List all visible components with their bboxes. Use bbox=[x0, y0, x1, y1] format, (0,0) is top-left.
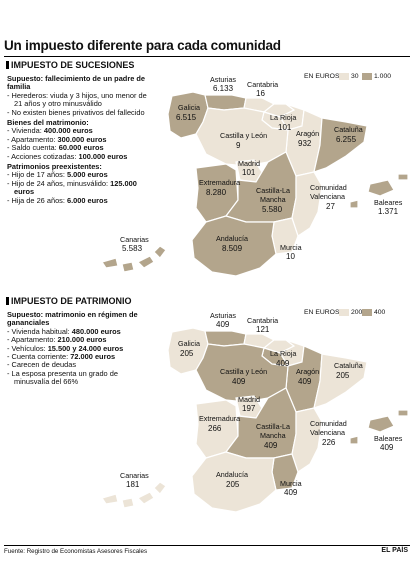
map-region-asturias bbox=[205, 331, 246, 346]
source-note: Fuente: Registro de Economistas Asesores… bbox=[4, 548, 147, 555]
value-extremadura: 266 bbox=[208, 424, 222, 433]
value-rioja: 409 bbox=[276, 359, 290, 368]
map-region-baleares-mallorca bbox=[368, 416, 394, 432]
map-region-canarias-2 bbox=[122, 498, 134, 508]
value-andalucia: 205 bbox=[226, 480, 240, 489]
value-canarias: 181 bbox=[126, 480, 140, 489]
label-rioja: La Rioja bbox=[270, 349, 296, 358]
brand-logo: EL PAÍS bbox=[381, 547, 408, 554]
value-cataluna: 205 bbox=[336, 371, 350, 380]
label-castilla-leon: Castilla y León bbox=[220, 367, 267, 376]
value-murcia: 409 bbox=[284, 488, 298, 497]
map-region-baleares-ibiza bbox=[350, 436, 358, 444]
map-region-valencia bbox=[292, 408, 322, 472]
footer-rule bbox=[4, 545, 410, 546]
value-madrid: 197 bbox=[242, 404, 256, 413]
label-madrid: Madrid bbox=[238, 395, 260, 404]
label-extremadura: Extremadura bbox=[199, 414, 240, 423]
value-cantabria: 121 bbox=[256, 325, 270, 334]
value-baleares: 409 bbox=[380, 443, 394, 452]
value-aragon: 409 bbox=[298, 377, 312, 386]
label-valencia-1: Comunidad bbox=[310, 419, 347, 428]
value-galicia: 205 bbox=[180, 349, 194, 358]
label-valencia-2: Valenciana bbox=[310, 428, 345, 437]
label-baleares: Baleares bbox=[374, 434, 403, 443]
value-castilla-mancha: 409 bbox=[264, 441, 278, 450]
map-region-canarias-4 bbox=[154, 482, 166, 494]
label-cataluna: Cataluña bbox=[334, 361, 363, 370]
label-castilla-mancha-2: Mancha bbox=[260, 431, 286, 440]
label-galicia: Galicia bbox=[178, 339, 200, 348]
value-asturias: 409 bbox=[216, 320, 230, 329]
value-castilla-leon: 409 bbox=[232, 377, 246, 386]
label-cantabria: Cantabria bbox=[247, 316, 278, 325]
map-region-canarias-1 bbox=[102, 494, 118, 504]
value-valencia: 226 bbox=[322, 438, 336, 447]
label-canarias: Canarias bbox=[120, 471, 149, 480]
label-murcia: Murcia bbox=[280, 479, 302, 488]
label-castilla-mancha-1: Castilla-La bbox=[256, 422, 290, 431]
label-aragon: Aragón bbox=[296, 367, 319, 376]
label-asturias: Asturias bbox=[210, 311, 236, 320]
map-region-baleares-menorca bbox=[398, 410, 408, 416]
map-region-canarias-3 bbox=[138, 492, 154, 504]
label-andalucia: Andalucía bbox=[216, 470, 248, 479]
